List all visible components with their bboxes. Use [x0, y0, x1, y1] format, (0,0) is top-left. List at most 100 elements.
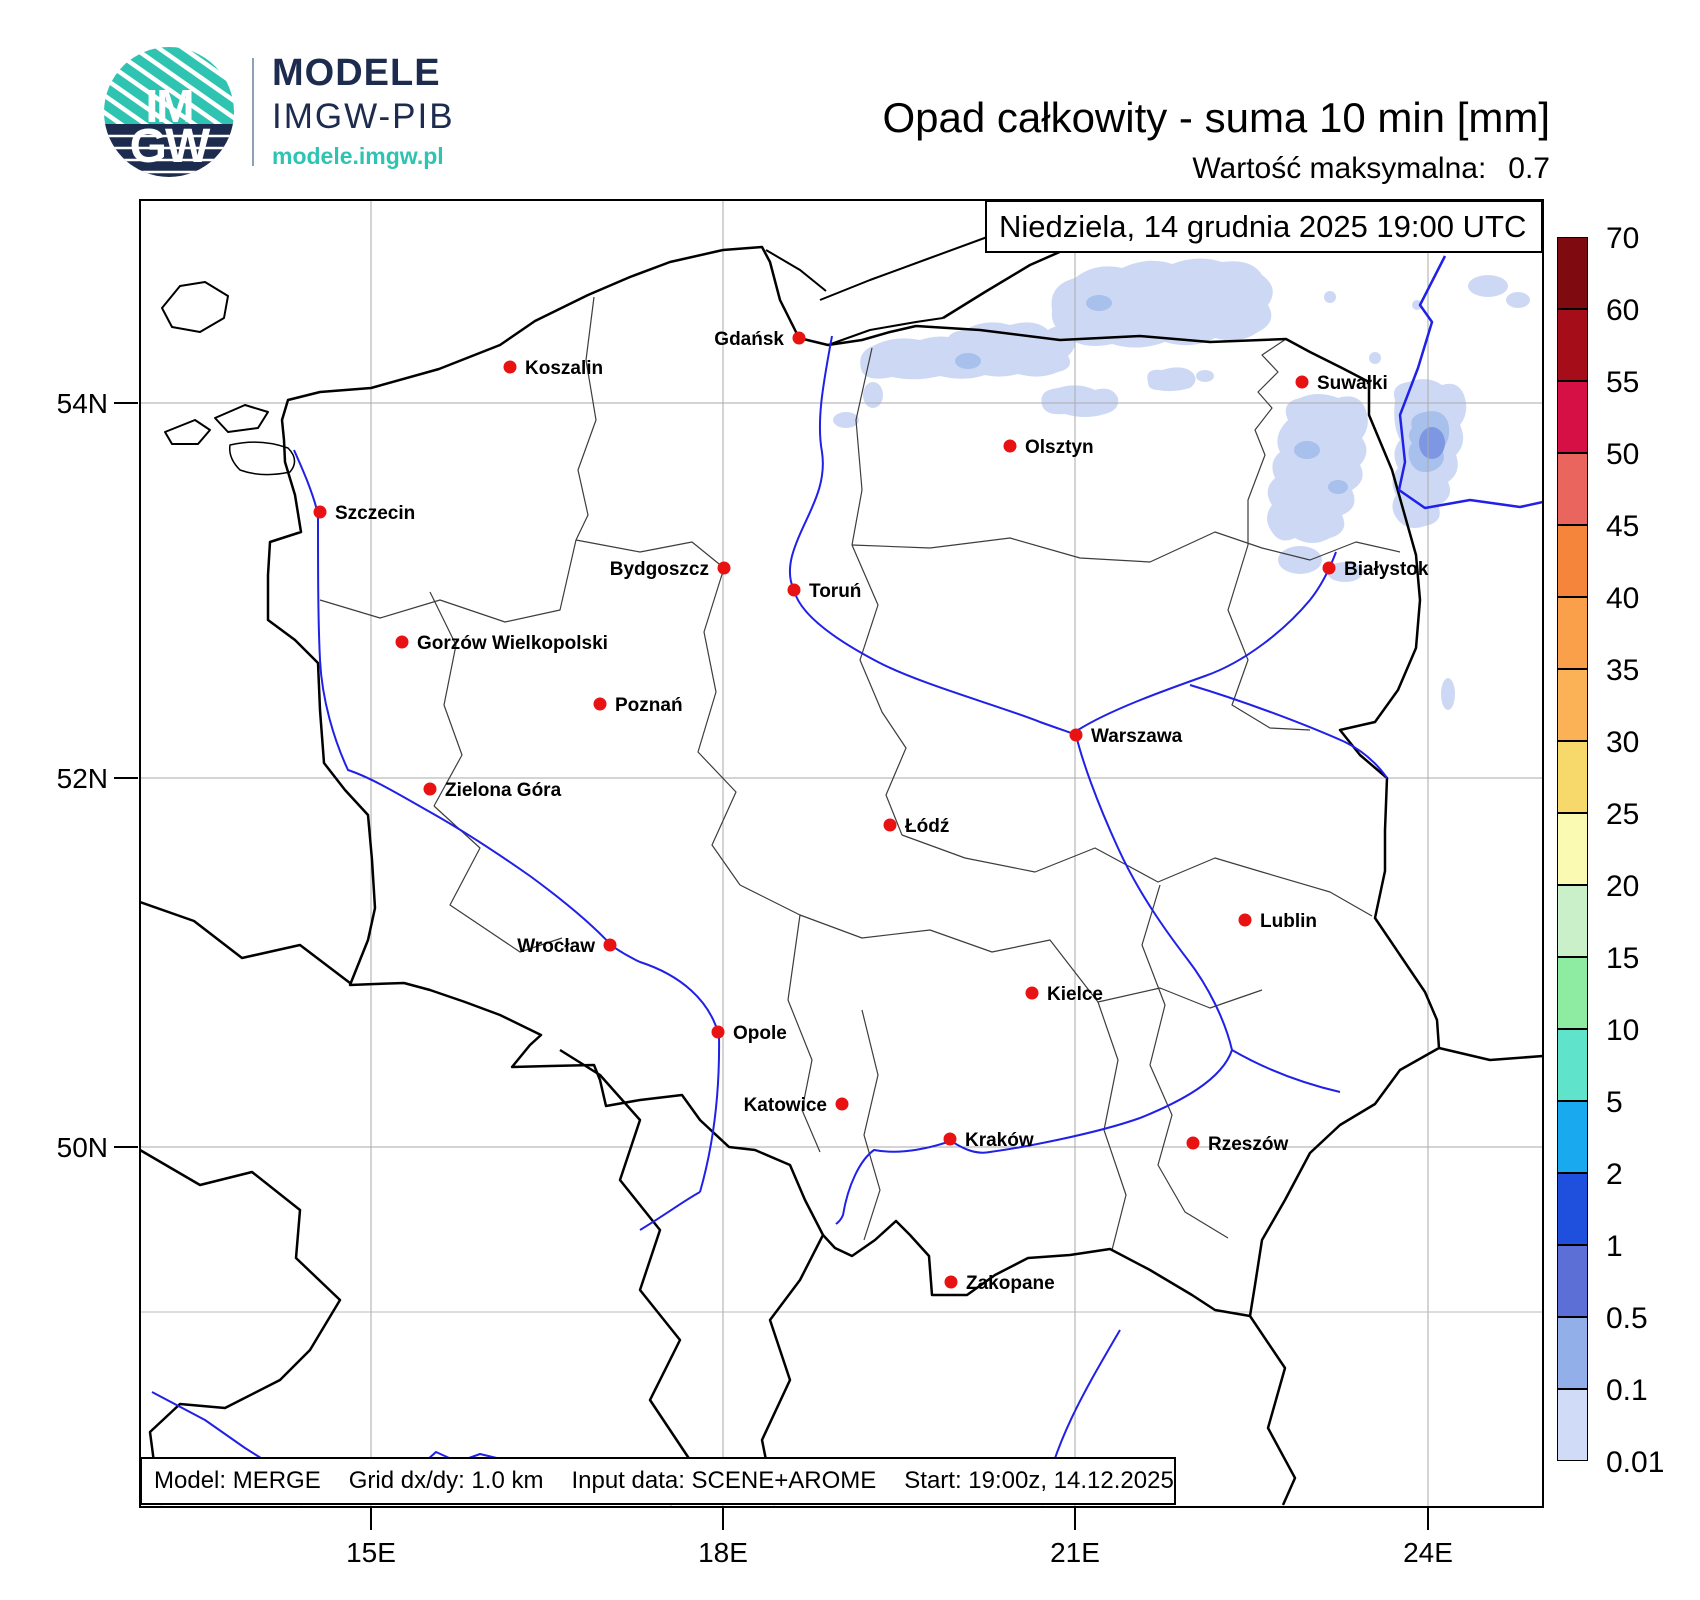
model-info-box: Model: MERGE Grid dx/dy: 1.0 km Input data… [140, 1457, 1176, 1505]
lon-label: 18E [698, 1537, 748, 1568]
city-label: Poznań [615, 695, 683, 716]
san-river [1231, 1049, 1341, 1093]
colorbar-segment [1557, 453, 1588, 525]
colorbar-label: 1 [1606, 1230, 1623, 1263]
model-info-item: Model: MERGE [154, 1467, 321, 1494]
model-info-item: Start: 19:00z, 14.12.2025 [904, 1467, 1174, 1494]
city-marker [711, 1025, 725, 1039]
precipitation-areas [833, 258, 1530, 710]
colorbar-label: 30 [1606, 726, 1640, 759]
hel-peninsula [765, 249, 827, 292]
bug-river [1189, 684, 1388, 779]
city-marker [883, 818, 897, 832]
brand-subtitle: IMGW-PIB [272, 97, 455, 136]
city-marker [1238, 913, 1252, 927]
city-marker [503, 360, 517, 374]
colorbar-segment [1557, 1173, 1588, 1245]
eastern-blue-border [1397, 255, 1543, 510]
imgw-logo-circle: IM GW [104, 47, 234, 177]
colorbar-label: 40 [1606, 582, 1640, 615]
city-label: Kraków [965, 1130, 1034, 1151]
colorbar-segment [1557, 741, 1588, 813]
colorbar-segment [1557, 309, 1588, 381]
lon-label: 21E [1050, 1537, 1100, 1568]
lat-label: 54N [57, 388, 108, 419]
oder-river [293, 449, 721, 1193]
city-marker [1322, 561, 1336, 575]
forecast-datetime: Niedziela, 14 grudnia 2025 19:00 UTC [999, 208, 1527, 244]
city-label: Wrocław [517, 936, 595, 957]
colorbar-segment [1557, 1389, 1588, 1461]
max-value: 0.7 [1508, 152, 1550, 185]
colorbar-label: 25 [1606, 798, 1640, 831]
colorbar-segment [1557, 669, 1588, 741]
region-borders [319, 296, 1401, 1251]
colorbar-label: 45 [1606, 510, 1640, 543]
colorbar-label: 5 [1606, 1086, 1623, 1119]
narew-river [1077, 551, 1337, 731]
city-label: Katowice [744, 1095, 827, 1116]
colorbar-label: 2 [1606, 1158, 1623, 1191]
colorbar-segment [1557, 597, 1588, 669]
city-label: Gorzów Wielkopolski [417, 633, 608, 654]
colorbar-label: 35 [1606, 654, 1640, 687]
city-label: Gdańsk [714, 329, 784, 350]
city-label: Rzeszów [1208, 1134, 1288, 1155]
colorbar-label: 0.5 [1606, 1302, 1648, 1335]
city-marker [792, 331, 806, 345]
city-label: Zielona Góra [445, 780, 562, 801]
city-label: Suwałki [1317, 373, 1388, 394]
colorbar-segment [1557, 813, 1588, 885]
colorbar-segment [1557, 885, 1588, 957]
colorbar-label: 10 [1606, 1014, 1640, 1047]
page-title: Opad całkowity - suma 10 min [mm] [882, 94, 1550, 141]
brand-title: MODELE [272, 52, 441, 94]
vistula-river [788, 335, 1233, 1225]
city-label: Toruń [809, 581, 861, 602]
city-marker [1069, 728, 1083, 742]
city-label: Bydgoszcz [610, 559, 709, 580]
city-label: Lublin [1260, 911, 1317, 932]
city-label: Łódź [905, 816, 949, 837]
colorbar-label: 70 [1606, 222, 1640, 255]
logo-text-im: IM [145, 80, 192, 132]
colorbar-segment [1557, 1245, 1588, 1317]
city-marker [1003, 439, 1017, 453]
colorbar-label: 15 [1606, 942, 1640, 975]
city-label: Warszawa [1091, 726, 1183, 747]
city-label: Białystok [1344, 559, 1429, 580]
colorbar-segment [1557, 381, 1588, 453]
graticule [140, 200, 1543, 1507]
colorbar-segment [1557, 1101, 1588, 1173]
city-label: Olsztyn [1025, 437, 1094, 458]
city-marker [944, 1275, 958, 1289]
city-marker [395, 635, 409, 649]
city-marker [1025, 986, 1039, 1000]
rivers [151, 255, 1543, 1506]
lon-label: 24E [1403, 1537, 1453, 1568]
city-marker [717, 561, 731, 575]
imgw-logo: IM GW [104, 47, 234, 177]
city-marker [1186, 1136, 1200, 1150]
city-label: Koszalin [525, 358, 603, 379]
lat-label: 50N [57, 1132, 108, 1163]
colorbar-segment [1557, 237, 1588, 309]
colorbar-label: 0.1 [1606, 1374, 1648, 1407]
city-marker [943, 1132, 957, 1146]
city-marker [787, 583, 801, 597]
colorbar-segment [1557, 525, 1588, 597]
map-frame [139, 199, 1544, 1508]
colorbar-segment [1557, 1029, 1588, 1101]
header-divider [252, 58, 254, 166]
brand-url-link[interactable]: modele.imgw.pl [272, 143, 444, 169]
axis-layer: 54N 52N 50N 15E 18E 21E 24E [57, 388, 1453, 1568]
city-marker [835, 1097, 849, 1111]
colorbar-segment [1557, 957, 1588, 1029]
colorbar-label: 50 [1606, 438, 1640, 471]
max-value-label: Wartość maksymalna: [1192, 152, 1487, 185]
city-marker [313, 505, 327, 519]
colorbar-label: 0.01 [1606, 1446, 1665, 1479]
model-info-item: Grid dx/dy: 1.0 km [348, 1467, 544, 1494]
